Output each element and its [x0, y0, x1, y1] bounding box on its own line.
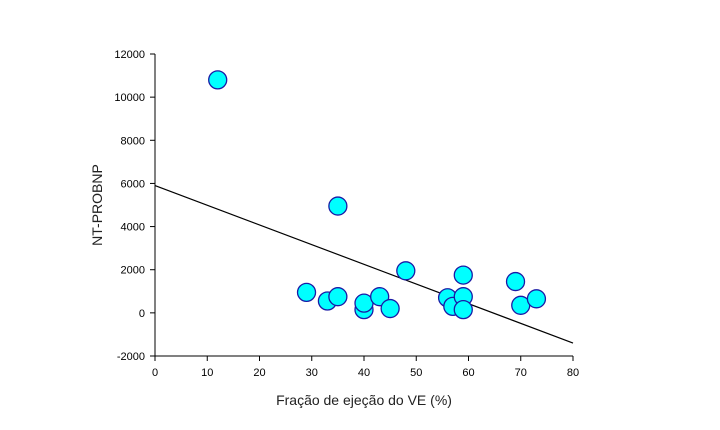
y-tick-label: -2000 — [117, 351, 145, 363]
x-tick-label: 10 — [201, 367, 213, 379]
y-tick-label: 6000 — [121, 178, 145, 190]
x-tick-label: 80 — [567, 367, 579, 379]
trendline-layer — [154, 185, 574, 344]
data-point — [453, 299, 473, 320]
y-tick-label: 2000 — [121, 265, 145, 277]
data-point — [505, 271, 526, 292]
x-tick-labels: 0 10 20 30 40 50 60 70 80 — [152, 367, 579, 379]
data-point — [380, 298, 400, 319]
x-axis-title: Fração de ejeção do VE (%) — [276, 392, 452, 408]
data-point — [208, 70, 228, 90]
data-point — [328, 287, 348, 307]
y-tick-label: 12000 — [114, 49, 145, 61]
y-tick-label: 8000 — [121, 135, 145, 147]
data-point — [296, 282, 317, 303]
y-axis-title: NT-PROBNP — [89, 164, 105, 246]
x-tick-label: 30 — [306, 367, 318, 379]
regression-line — [154, 185, 574, 344]
y-tick-label: 10000 — [114, 92, 145, 104]
data-point — [328, 196, 348, 216]
y-tick-label: 4000 — [121, 222, 145, 234]
y-axis — [150, 53, 156, 357]
x-tick-label: 60 — [462, 367, 474, 379]
data-point — [526, 289, 547, 309]
y-tick-labels: -2000 0 2000 4000 6000 8000 10000 12000 — [114, 49, 145, 363]
x-tick-label: 20 — [253, 367, 265, 379]
x-tick-label: 50 — [410, 367, 422, 379]
data-points — [208, 70, 547, 320]
data-point — [396, 261, 416, 281]
y-tick-label: 0 — [139, 308, 145, 320]
x-tick-label: 0 — [152, 367, 158, 379]
x-tick-label: 70 — [515, 367, 527, 379]
data-point — [453, 265, 473, 285]
x-tick-label: 40 — [358, 367, 370, 379]
x-axis — [154, 355, 574, 361]
